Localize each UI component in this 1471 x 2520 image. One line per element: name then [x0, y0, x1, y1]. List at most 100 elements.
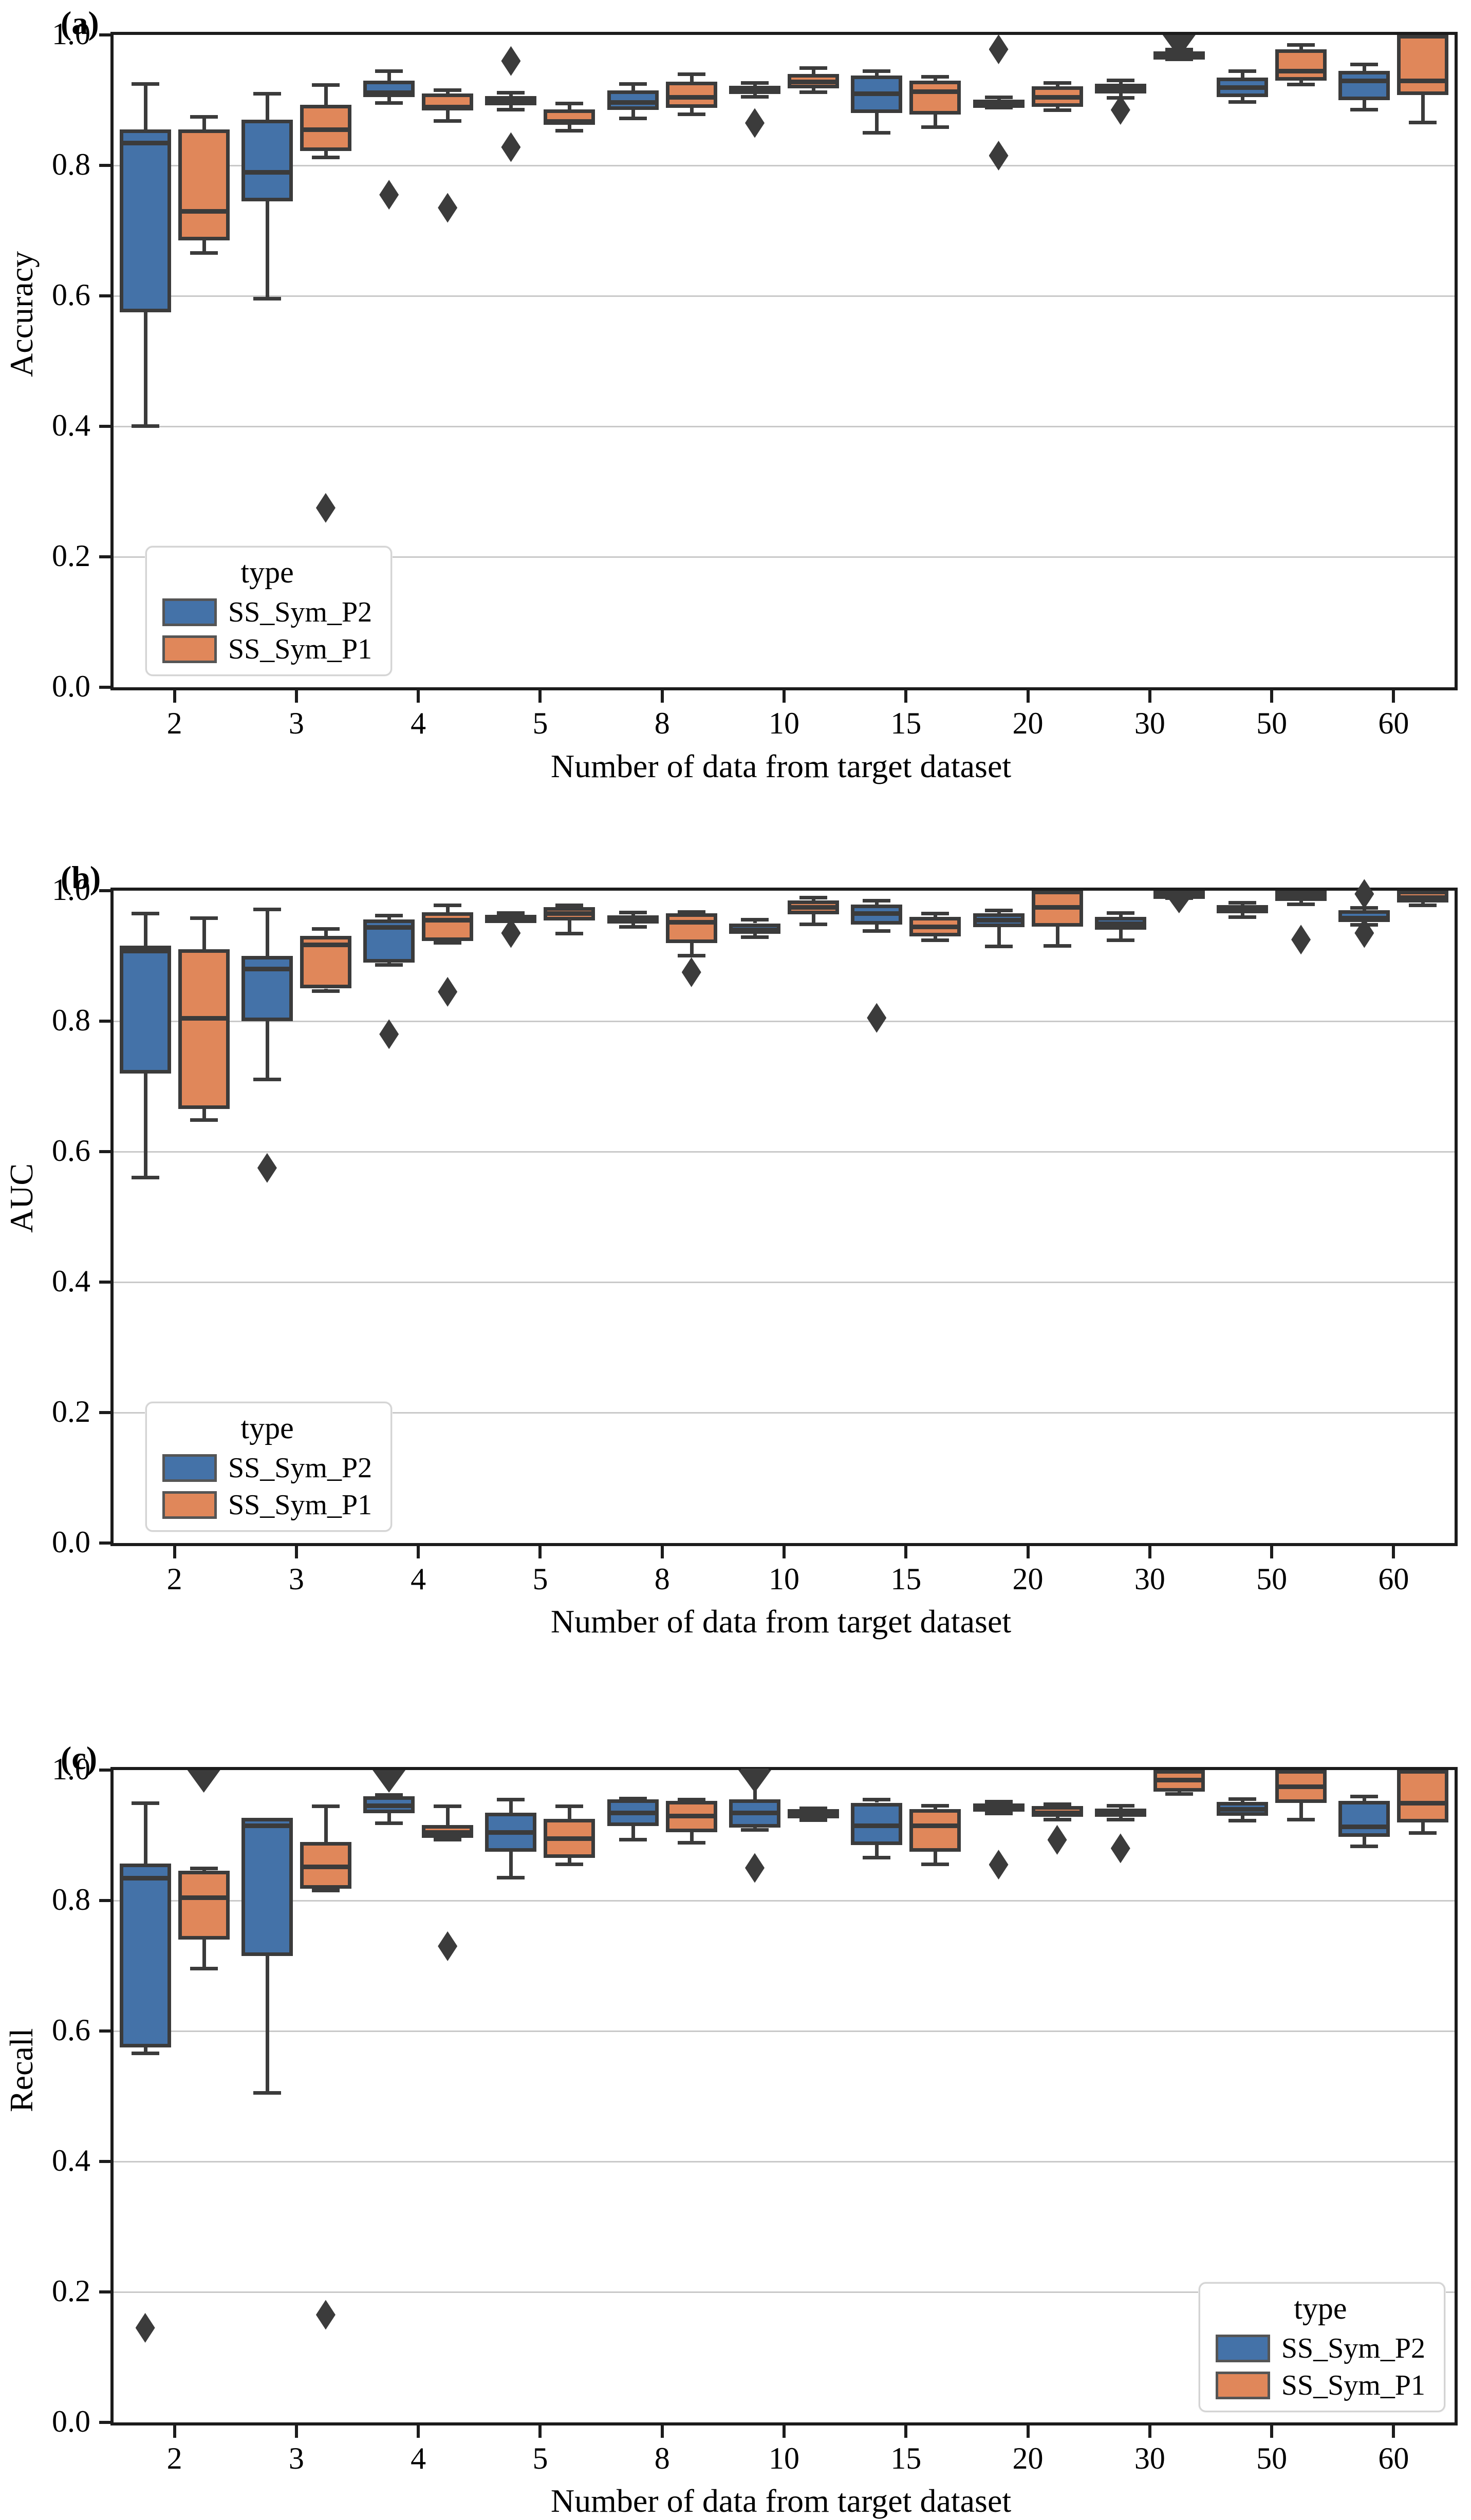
whisker-upper	[324, 84, 328, 105]
whisker-cap-upper	[619, 910, 647, 914]
x-tick-label: 50	[1256, 1562, 1288, 1596]
median-line	[909, 1823, 961, 1828]
whisker-upper	[265, 909, 269, 956]
legend-label: SS_Sym_P2	[228, 596, 373, 628]
median-line	[178, 1895, 230, 1900]
whisker-cap-lower	[677, 112, 705, 116]
y-tick-label: 0.4	[52, 1264, 90, 1298]
whisker-cap-lower	[1106, 938, 1134, 942]
y-tick-label: 0.0	[52, 669, 90, 703]
x-tick-label: 60	[1378, 706, 1409, 740]
outlier-diamond	[745, 108, 765, 138]
whisker-cap-upper	[253, 92, 281, 96]
whisker-cap-lower	[375, 101, 403, 105]
whisker-cap-lower	[619, 1837, 647, 1841]
whisker-lower	[202, 240, 206, 254]
median-line	[363, 925, 415, 930]
median-line	[788, 905, 839, 910]
whisker-cap-lower	[1287, 902, 1315, 906]
whisker-lower	[265, 1021, 269, 1080]
whisker-cap-lower	[311, 1888, 340, 1892]
y-tick-label: 0.8	[52, 1003, 90, 1037]
x-tick-label: 8	[654, 1562, 670, 1596]
x-tick-label: 30	[1134, 1562, 1165, 1596]
y-tick-label: 0.2	[52, 1395, 90, 1428]
x-tick-label: 3	[288, 706, 304, 740]
whisker-upper	[509, 1799, 513, 1813]
whisker-lower	[690, 1832, 694, 1844]
whisker-upper	[143, 1802, 147, 1864]
whisker-cap-lower	[619, 925, 647, 929]
x-tick-mark	[294, 690, 298, 703]
legend-swatch-icon	[162, 1491, 217, 1519]
whisker-cap-upper	[555, 102, 584, 106]
x-tick-label: 15	[890, 2441, 922, 2475]
whisker-lower	[690, 943, 694, 956]
whisker-upper	[324, 928, 328, 936]
whisker-upper	[265, 93, 269, 120]
whisker-cap-upper	[1043, 1802, 1071, 1807]
whisker-lower	[387, 97, 392, 104]
box-SS_Sym_P1	[909, 80, 961, 115]
y-tick-label: 0.0	[52, 2404, 90, 2438]
y-axis-label-accuracy: Accuracy	[3, 251, 40, 377]
whisker-cap-lower	[921, 938, 949, 942]
whisker-upper	[143, 84, 147, 130]
whisker-cap-lower	[190, 1967, 218, 1971]
x-tick-label: 2	[166, 2441, 182, 2475]
whisker-cap-lower	[984, 945, 1013, 949]
whisker-cap-lower	[741, 95, 769, 99]
whisker-cap-upper	[131, 82, 159, 86]
whisker-upper	[446, 905, 450, 912]
legend-item-SS_Sym_P2: SS_Sym_P2	[162, 597, 372, 627]
whisker-lower	[265, 201, 269, 299]
whisker-lower	[631, 1826, 635, 1840]
y-tick-mark	[99, 2290, 110, 2293]
x-tick-mark	[1026, 2425, 1030, 2438]
whisker-cap-lower	[1043, 108, 1071, 112]
outlier-diamond	[501, 132, 521, 162]
whisker-cap-upper	[375, 914, 403, 918]
whisker-cap-upper	[1350, 63, 1379, 67]
y-tick-mark	[99, 1541, 110, 1545]
x-tick-label: 50	[1256, 2441, 1288, 2475]
whisker-cap-upper	[497, 1798, 525, 1802]
whisker-cap-lower	[1409, 904, 1437, 908]
whisker-cap-lower	[984, 106, 1013, 110]
whisker-cap-upper	[984, 909, 1013, 913]
y-tick-mark	[99, 2160, 110, 2163]
whisker-cap-upper	[555, 903, 584, 907]
legend-title: type	[240, 1411, 294, 1445]
whisker-cap-upper	[1106, 78, 1134, 82]
whisker-cap-lower	[1165, 1792, 1193, 1796]
whisker-upper	[202, 918, 206, 950]
median-line	[851, 911, 903, 916]
whisker-cap-lower	[131, 424, 159, 428]
median-line	[607, 1810, 659, 1815]
whisker-cap-lower	[863, 929, 891, 933]
median-line	[422, 104, 474, 109]
median-line	[1397, 895, 1449, 900]
median-line	[1217, 907, 1269, 912]
x-tick-mark	[173, 2425, 176, 2438]
whisker-cap-lower	[375, 1821, 403, 1826]
outlier-diamond	[135, 2312, 155, 2343]
clipped-outlier-triangle	[373, 1770, 406, 1793]
whisker-cap-upper	[984, 1799, 1013, 1803]
x-tick-label: 60	[1378, 1562, 1409, 1596]
whisker-cap-lower	[863, 130, 891, 135]
whisker-upper	[812, 67, 815, 74]
whisker-upper	[568, 103, 572, 109]
whisker-lower	[509, 1851, 513, 1878]
whisker-cap-upper	[190, 1866, 218, 1870]
x-tick-label: 60	[1378, 2441, 1409, 2475]
box-SS_Sym_P2	[241, 120, 293, 201]
legend-swatch-icon	[162, 598, 217, 626]
x-tick-mark	[417, 2425, 420, 2438]
x-tick-label: 20	[1012, 706, 1044, 740]
whisker-cap-upper	[741, 917, 769, 922]
median-line	[665, 95, 717, 100]
gridline	[114, 556, 1455, 558]
x-tick-mark	[904, 2425, 908, 2438]
x-tick-mark	[783, 1546, 786, 1558]
